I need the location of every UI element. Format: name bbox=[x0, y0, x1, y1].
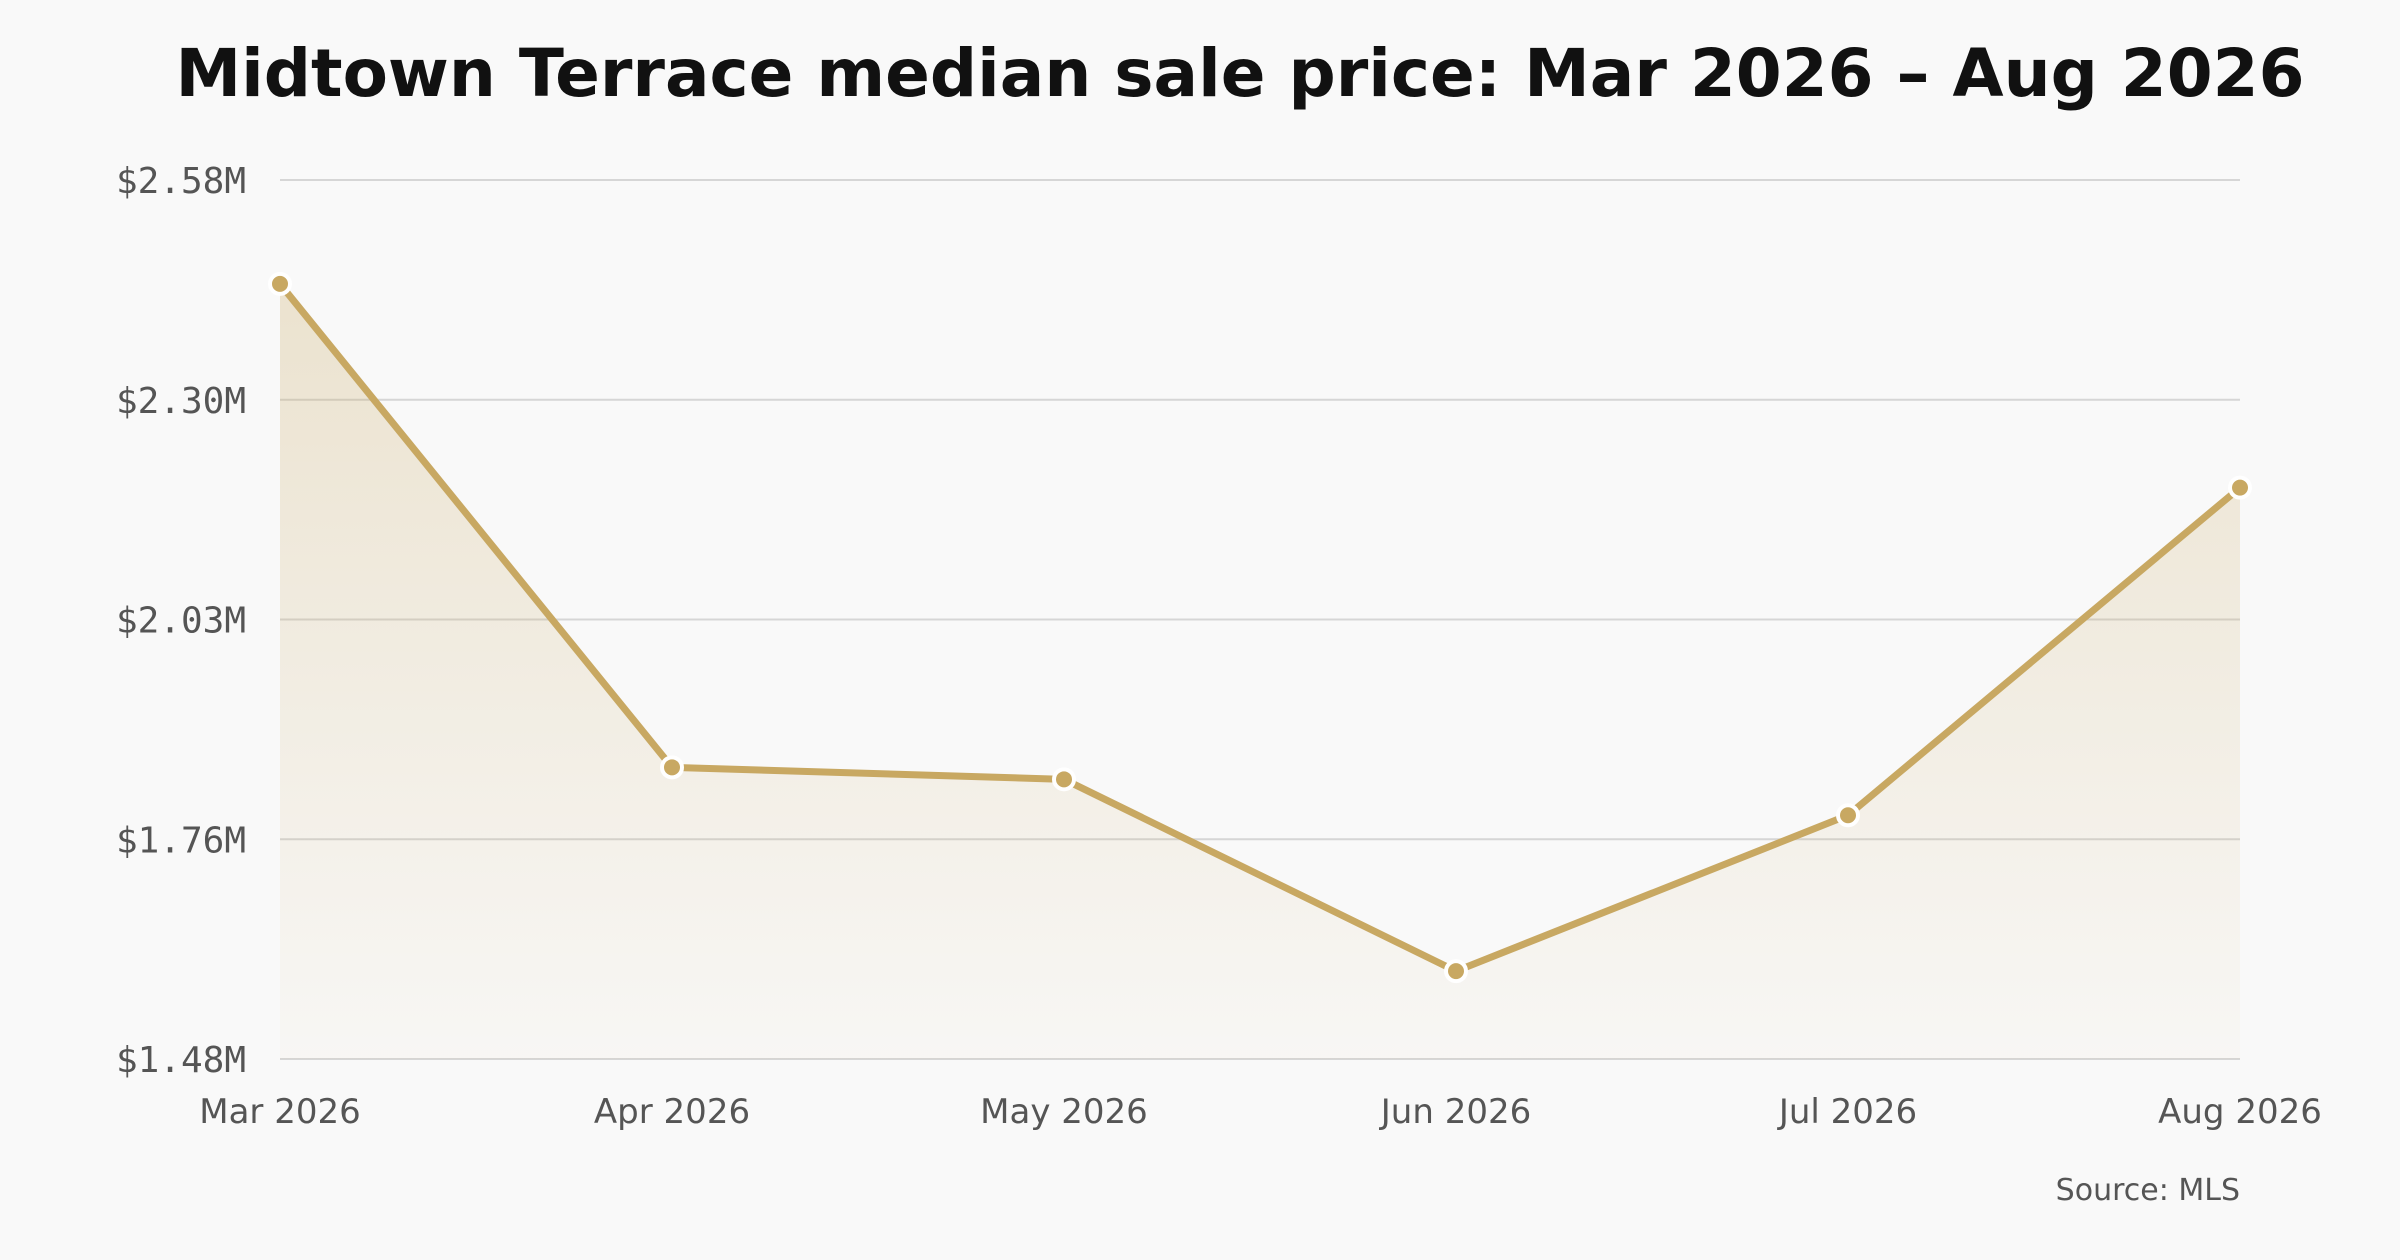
source-note: Source: MLS bbox=[2056, 1173, 2240, 1208]
area-fill-group bbox=[280, 283, 2240, 1059]
y-tick-label: $2.03M bbox=[116, 601, 246, 642]
y-tick-label: $1.76M bbox=[116, 820, 246, 861]
y-tick-label: $2.58M bbox=[116, 161, 246, 202]
y-axis-ticks: $1.48M $1.76M $2.03M $2.30M $2.58M bbox=[116, 161, 246, 1081]
data-point[interactable] bbox=[2228, 475, 2252, 500]
x-tick-label: Jul 2026 bbox=[1777, 1092, 1917, 1132]
data-point[interactable] bbox=[1444, 959, 1468, 984]
data-point[interactable] bbox=[268, 271, 292, 296]
x-tick-label: Apr 2026 bbox=[594, 1092, 750, 1132]
x-tick-label: Mar 2026 bbox=[199, 1092, 360, 1132]
data-point[interactable] bbox=[660, 755, 684, 780]
chart-title: Midtown Terrace median sale price: Mar 2… bbox=[175, 35, 2304, 112]
y-tick-label: $2.30M bbox=[116, 381, 246, 422]
x-tick-label: Jun 2026 bbox=[1379, 1092, 1531, 1132]
series-line-group bbox=[276, 280, 2244, 975]
x-tick-label: May 2026 bbox=[980, 1092, 1148, 1132]
x-tick-label: Aug 2026 bbox=[2158, 1092, 2322, 1132]
area-fill bbox=[280, 283, 2240, 1059]
data-point[interactable] bbox=[1836, 803, 1860, 828]
series-line bbox=[276, 280, 2244, 975]
x-axis-ticks: Mar 2026 Apr 2026 May 2026 Jun 2026 Jul 2026… bbox=[199, 1092, 2322, 1132]
data-point[interactable] bbox=[1052, 767, 1076, 792]
y-tick-label: $1.48M bbox=[116, 1040, 246, 1081]
data-points bbox=[268, 271, 2252, 984]
